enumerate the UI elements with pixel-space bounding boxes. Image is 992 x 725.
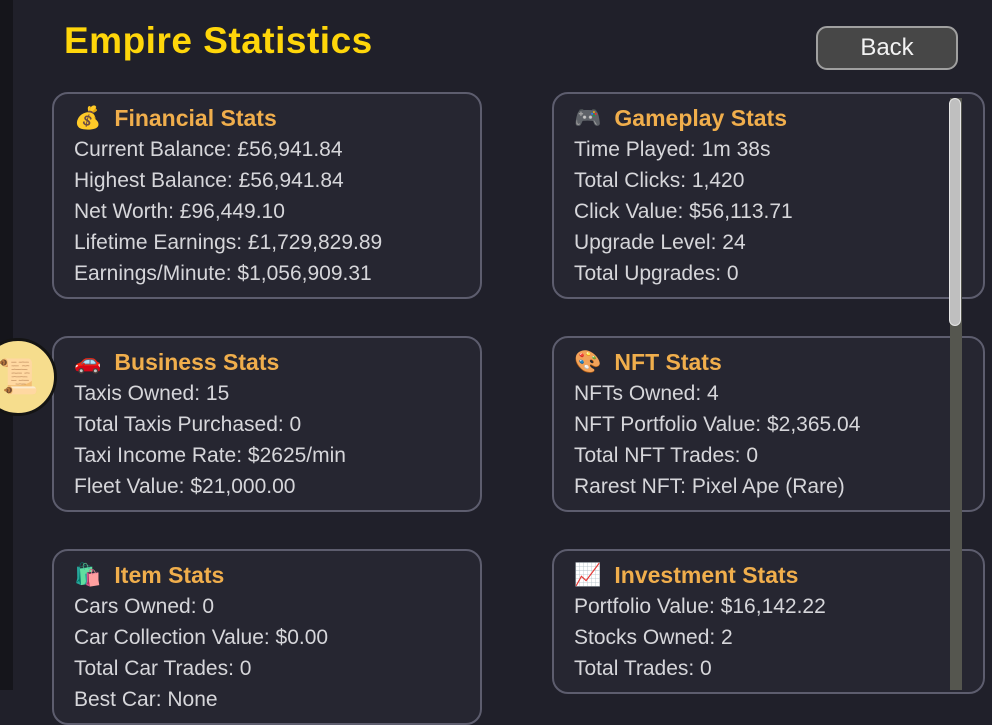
card-title: Financial Stats [114,105,277,131]
card-nft-stats: 🎨 NFT Stats NFTs Owned: 4 NFT Portfolio V… [552,336,985,512]
stat-line: Click Value: $56,113.71 [574,200,793,223]
card-header: 📈 Investment Stats [574,559,963,591]
scrollbar-thumb[interactable] [949,98,961,326]
card-header: 💰 Financial Stats [74,102,460,134]
stat-line: Taxi Income Rate: $2625/min [74,444,346,467]
card-title: Gameplay Stats [614,105,787,131]
card-title: NFT Stats [614,349,722,375]
shopping-bags-icon: 🛍️ [74,562,102,587]
palette-icon: 🎨 [574,349,602,374]
page-title: Empire Statistics [64,20,373,61]
chart-increasing-icon: 📈 [574,562,602,587]
stat-line: Time Played: 1m 38s [574,138,771,161]
stat-line: Total Trades: 0 [574,657,712,680]
game-controller-icon: 🎮 [574,105,602,130]
card-body: Time Played: 1m 38s Total Clicks: 1,420 Cl… [574,134,963,289]
stat-line: Portfolio Value: $16,142.22 [574,595,826,618]
card-header: 🎮 Gameplay Stats [574,102,963,134]
stat-line: Earnings/Minute: $1,056,909.31 [74,262,372,285]
scroll-badge-button[interactable]: 📜 [0,338,57,416]
stat-line: Total Taxis Purchased: 0 [74,413,302,436]
scrollbar-track[interactable] [949,98,962,690]
stat-line: Rarest NFT: Pixel Ape (Rare) [574,475,845,498]
card-financial-stats: 💰 Financial Stats Current Balance: £56,9… [52,92,482,299]
stats-grid: 💰 Financial Stats Current Balance: £56,9… [52,92,985,725]
card-body: NFTs Owned: 4 NFT Portfolio Value: $2,365… [574,378,963,502]
stat-line: Net Worth: £96,449.10 [74,200,285,223]
stat-line: Fleet Value: $21,000.00 [74,475,296,498]
stat-line: Cars Owned: 0 [74,595,215,618]
stat-line: Car Collection Value: $0.00 [74,626,329,649]
car-icon: 🚗 [74,349,102,374]
stat-line: NFTs Owned: 4 [574,382,719,405]
card-investment-stats: 📈 Investment Stats Portfolio Value: $16,… [552,549,985,694]
card-body: Portfolio Value: $16,142.22 Stocks Owned:… [574,591,963,684]
scroll-icon: 📜 [0,358,40,396]
card-title: Investment Stats [614,562,799,588]
money-bag-icon: 💰 [74,105,102,130]
card-body: Taxis Owned: 15 Total Taxis Purchased: 0 T… [74,378,460,502]
card-body: Cars Owned: 0 Car Collection Value: $0.00… [74,591,460,715]
stat-line: Lifetime Earnings: £1,729,829.89 [74,231,383,254]
stat-line: Current Balance: £56,941.84 [74,138,343,161]
stat-line: Highest Balance: £56,941.84 [74,169,344,192]
back-button[interactable]: Back [816,26,958,70]
stat-line: Upgrade Level: 24 [574,231,746,254]
card-body: Current Balance: £56,941.84 Highest Balan… [74,134,460,289]
stat-line: Best Car: None [74,688,218,711]
card-title: Business Stats [114,349,280,375]
stat-line: Total Clicks: 1,420 [574,169,745,192]
stat-line: Taxis Owned: 15 [74,382,230,405]
stat-line: Stocks Owned: 2 [574,626,733,649]
card-header: 🚗 Business Stats [74,346,460,378]
card-business-stats: 🚗 Business Stats Taxis Owned: 15 Total Ta… [52,336,482,512]
card-gameplay-stats: 🎮 Gameplay Stats Time Played: 1m 38s Tota… [552,92,985,299]
card-header: 🎨 NFT Stats [574,346,963,378]
stat-line: NFT Portfolio Value: $2,365.04 [574,413,861,436]
stat-line: Total Upgrades: 0 [574,262,739,285]
card-header: 🛍️ Item Stats [74,559,460,591]
card-title: Item Stats [114,562,225,588]
stat-line: Total NFT Trades: 0 [574,444,759,467]
card-item-stats: 🛍️ Item Stats Cars Owned: 0 Car Collectio… [52,549,482,725]
stat-line: Total Car Trades: 0 [74,657,252,680]
